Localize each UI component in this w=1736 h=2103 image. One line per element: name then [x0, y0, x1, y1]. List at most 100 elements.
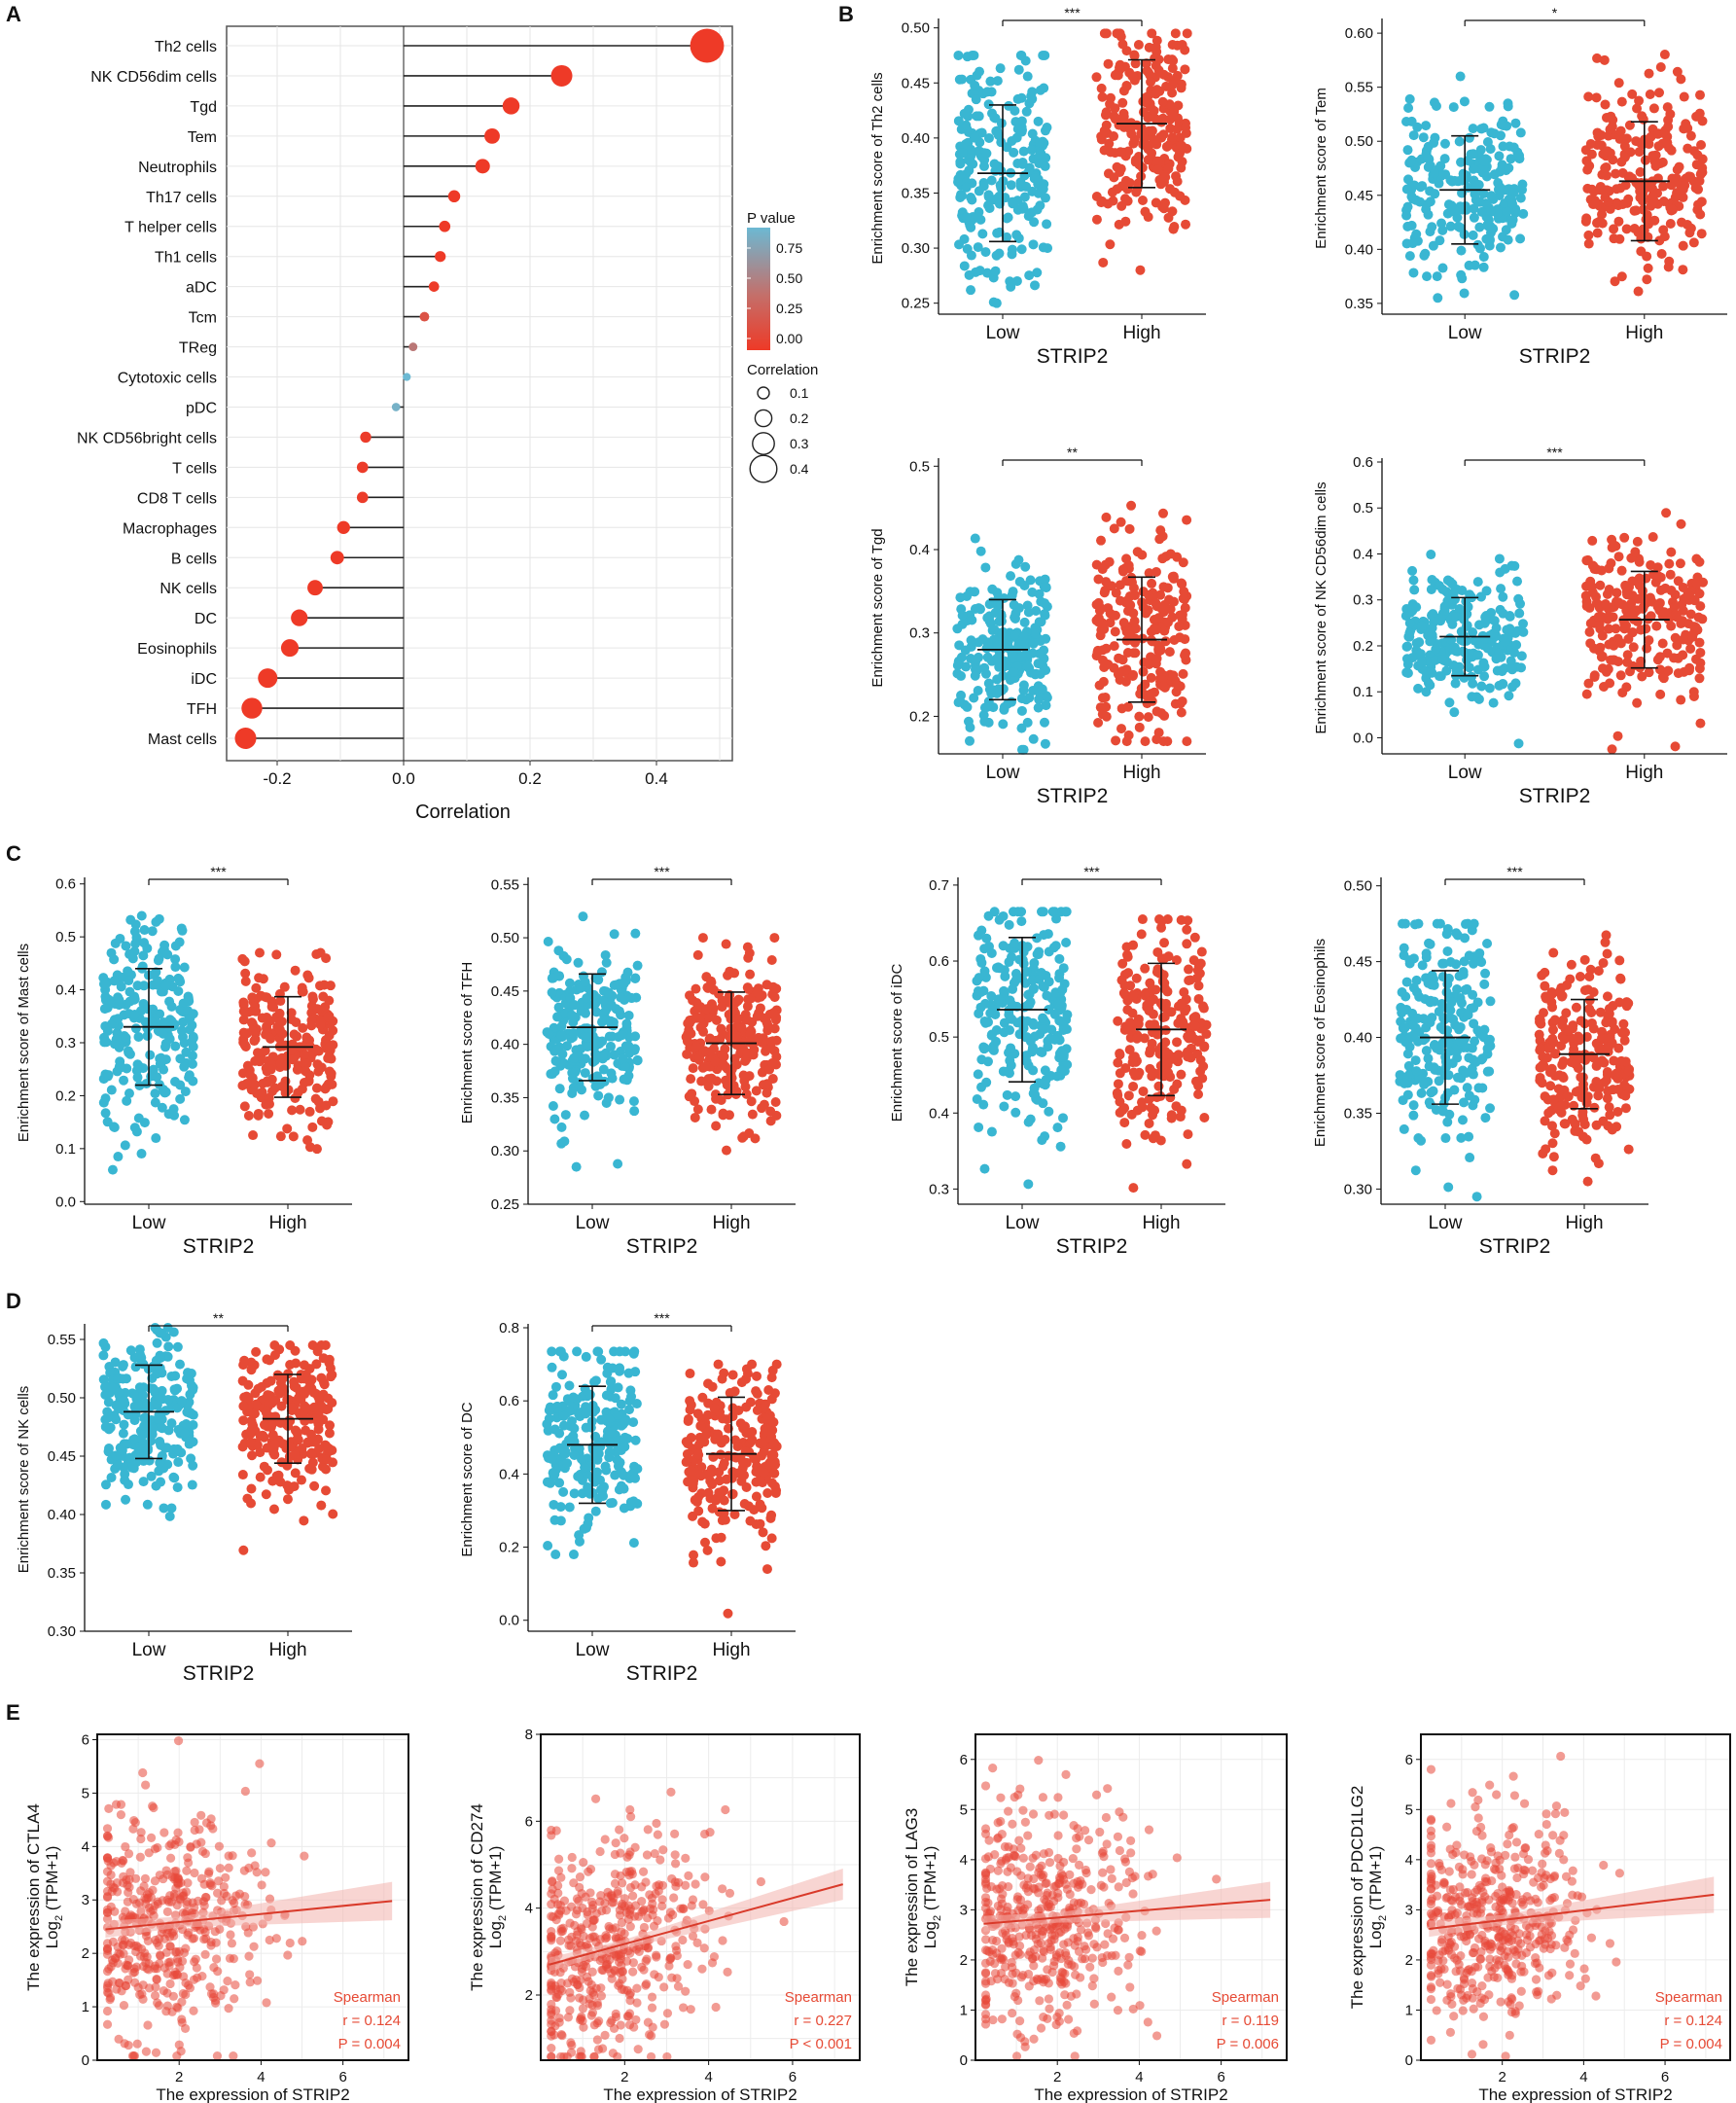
data-point-low [151, 1480, 161, 1491]
size-legend-circle [749, 454, 778, 483]
data-point-low [1407, 194, 1418, 204]
data-point-high [1097, 645, 1108, 656]
data-point-high [1165, 549, 1176, 559]
data-point-high [767, 1057, 778, 1068]
data-point-low [1437, 655, 1448, 665]
data-point-low [1500, 563, 1510, 574]
data-point-low [549, 1066, 560, 1077]
data-point-low [1468, 149, 1478, 160]
data-point-low [1440, 1133, 1451, 1144]
data-point-high [239, 1355, 250, 1366]
data-point-high [1663, 665, 1674, 676]
y-tick-label: 0.6 [1353, 454, 1373, 471]
data-point-high [1632, 697, 1643, 708]
data-point-high [253, 1110, 264, 1121]
data-point-low [995, 63, 1006, 74]
data-point-high [1117, 39, 1128, 50]
data-point-high [1626, 609, 1637, 620]
y-axis-title: Enrichment score of Tem [1313, 88, 1329, 249]
data-point-low [632, 1055, 643, 1066]
data-point-high [327, 1370, 337, 1380]
data-point-low [969, 50, 979, 60]
data-point-low [123, 1479, 133, 1490]
data-point-low [1402, 1089, 1413, 1100]
data-point-low [121, 1032, 131, 1043]
data-point-low [1021, 106, 1032, 117]
data-point-low [121, 1373, 131, 1384]
data-point-low [569, 1052, 580, 1063]
data-point-low [1011, 230, 1022, 240]
data-point-low [123, 966, 133, 977]
data-point-low [625, 1385, 636, 1396]
data-point-low [1016, 723, 1027, 733]
data-point-high [1665, 569, 1676, 580]
data-point-high [1140, 736, 1151, 747]
data-point-high [1138, 666, 1149, 677]
data-point-low [1040, 125, 1050, 136]
data-point-high [745, 969, 756, 980]
data-point-low [1033, 116, 1044, 126]
data-point-high [1116, 200, 1127, 211]
data-point-low [176, 1025, 187, 1036]
data-point-low [598, 1491, 609, 1502]
data-point-low [994, 227, 1005, 237]
data-point-low [1016, 916, 1027, 927]
data-point-low [1479, 671, 1490, 682]
data-point-high [765, 1106, 776, 1117]
data-point-low [1404, 627, 1415, 638]
data-point-high [1646, 559, 1656, 570]
data-point-low [1028, 733, 1039, 744]
data-point-high [1679, 91, 1689, 102]
lollipop-dot [439, 220, 451, 232]
data-point-high [259, 1419, 269, 1430]
data-point-low [1468, 163, 1478, 174]
data-point-high [327, 1079, 337, 1089]
data-point-low [124, 1046, 134, 1056]
data-point-high [1128, 1081, 1139, 1091]
data-point-low [593, 1090, 604, 1101]
data-point-low [170, 1041, 181, 1052]
data-point-high [1603, 1086, 1613, 1096]
data-point-high [748, 1050, 759, 1060]
data-point-high [1562, 980, 1573, 990]
data-point-low [106, 947, 117, 958]
data-point-low [970, 587, 980, 597]
data-point-high [1604, 1004, 1614, 1015]
data-point-low [152, 1337, 162, 1348]
data-point-low [953, 177, 964, 188]
data-point-high [1622, 657, 1633, 667]
data-point-low [554, 1346, 565, 1357]
data-point-high [1161, 81, 1172, 91]
lollipop-dot [502, 97, 520, 115]
data-point-high [311, 1083, 322, 1093]
data-point-low [998, 719, 1009, 730]
data-point-high [1611, 624, 1621, 634]
data-point-high [1132, 1105, 1143, 1116]
data-point-high [1571, 1002, 1581, 1013]
data-point-high [1612, 731, 1623, 741]
data-point-high [276, 1081, 287, 1091]
data-point-low [1041, 1074, 1051, 1085]
y-tick-label: 0.50 [1345, 133, 1373, 150]
data-point-low [1483, 1037, 1494, 1048]
data-point-low [1413, 918, 1424, 929]
data-point-high [1098, 655, 1109, 665]
data-point-low [979, 1043, 990, 1053]
data-point-high [1199, 1041, 1210, 1052]
data-point-high [244, 1069, 255, 1080]
data-point-high [1116, 517, 1126, 527]
data-point-high [1634, 95, 1645, 106]
data-point-high [238, 1006, 249, 1016]
data-point-low [966, 144, 976, 155]
data-point-low [166, 1418, 177, 1429]
data-point-low [1006, 281, 1016, 292]
data-point-low [983, 132, 994, 143]
data-point-high [1093, 617, 1104, 627]
data-point-high [1096, 535, 1107, 546]
y-tick-label: 0.35 [902, 185, 930, 201]
data-point-high [1591, 92, 1602, 103]
data-point-low [1019, 192, 1030, 202]
data-point-low [1037, 684, 1047, 695]
data-point-high [686, 1074, 696, 1085]
